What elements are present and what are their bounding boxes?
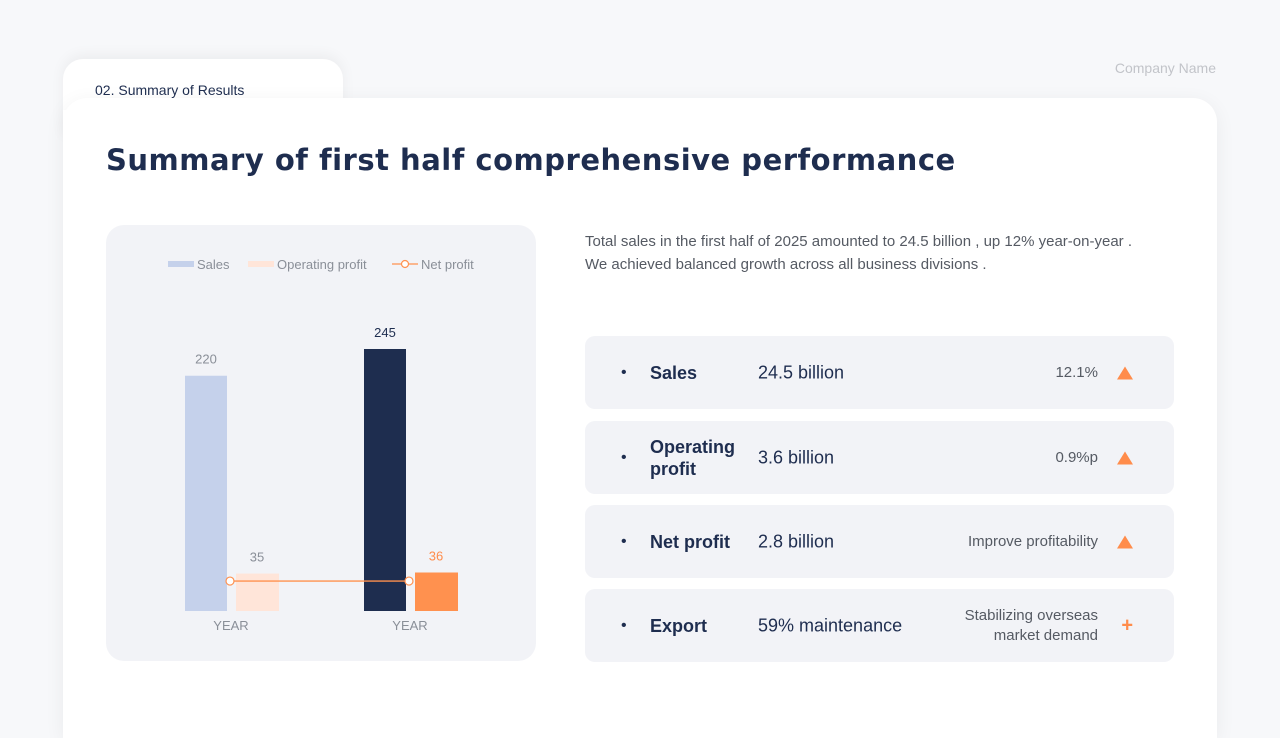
sales-bar xyxy=(185,375,227,611)
net-profit-point xyxy=(404,576,414,586)
metric-label: Operating profit xyxy=(650,436,736,479)
metric-row: • Net profit 2.8 billion Improve profita… xyxy=(585,505,1174,578)
description: Total sales in the first half of 2025 am… xyxy=(585,230,1185,276)
data-label: 36 xyxy=(429,549,443,564)
triangle-up-icon xyxy=(1117,451,1133,464)
bullet-icon: • xyxy=(621,448,627,466)
metric-label: Sales xyxy=(650,362,698,383)
net-profit-point xyxy=(225,576,235,586)
description-line: Total sales in the first half of 2025 am… xyxy=(585,233,1132,250)
bullet-icon: • xyxy=(621,363,627,381)
legend-sales-swatch xyxy=(168,261,194,267)
metric-note: 0.9%p xyxy=(1055,448,1098,466)
data-label: 35 xyxy=(250,550,264,565)
page-title: Summary of first half comprehensive perf… xyxy=(106,143,956,177)
bullet-icon: • xyxy=(621,616,627,634)
description-line: We achieved balanced growth across all b… xyxy=(585,256,987,273)
section-label: 02. Summary of Results xyxy=(95,82,245,98)
legend-op-swatch xyxy=(248,261,274,267)
triangle-up-icon xyxy=(1117,366,1133,379)
metric-row: • Sales 24.5 billion 12.1% xyxy=(585,336,1174,409)
data-label: 245 xyxy=(374,325,396,340)
operating-profit-bar xyxy=(236,573,279,611)
company-name: Company Name xyxy=(1114,60,1216,76)
operating-profit-bar xyxy=(415,572,458,611)
metric-value: 24.5 billion xyxy=(758,362,845,382)
sales-bar xyxy=(364,349,406,611)
x-tick-label: YEAR xyxy=(392,618,427,633)
bar-chart: Sales Operating profit Net profit 220 35 YEAR… xyxy=(168,257,474,633)
x-tick-label: YEAR xyxy=(213,618,248,633)
triangle-up-icon xyxy=(1117,535,1133,548)
metric-note: Improve profitability xyxy=(967,532,1098,550)
legend-net-marker xyxy=(400,259,410,269)
data-label: 220 xyxy=(195,352,217,367)
metric-label: Net profit xyxy=(650,531,730,552)
legend-op-label: Operating profit xyxy=(277,257,367,272)
plus-icon: + xyxy=(1121,614,1133,636)
metric-value: 2.8 billion xyxy=(758,531,835,551)
metric-row: • Export 59% maintenance Stabilizing ove… xyxy=(585,589,1174,662)
legend-sales-label: Sales xyxy=(197,257,230,272)
metric-note: 12.1% xyxy=(1055,363,1098,381)
bullet-icon: • xyxy=(621,532,627,550)
legend-net-label: Net profit xyxy=(421,257,474,272)
metric-label: Export xyxy=(650,615,708,636)
metric-note: Stabilizing overseas market demand xyxy=(964,606,1098,644)
metric-row: • Operating profit 3.6 billion 0.9%p xyxy=(585,421,1174,494)
metric-value: 3.6 billion xyxy=(758,447,835,467)
chart-container: Sales Operating profit Net profit 220 35 YEAR… xyxy=(106,225,536,661)
metric-value: 59% maintenance xyxy=(758,615,903,635)
